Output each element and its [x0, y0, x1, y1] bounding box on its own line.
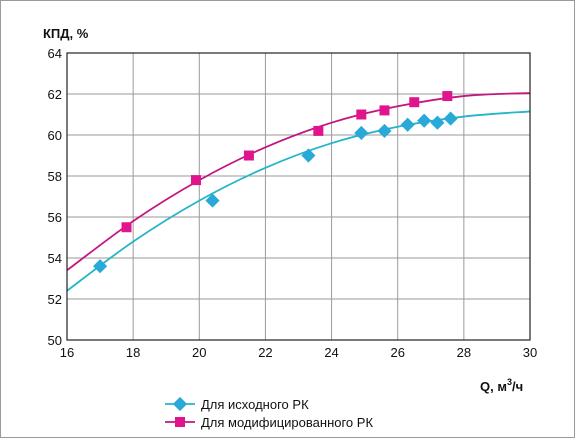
y-tick-label: 64 [48, 46, 62, 61]
square-point [356, 109, 367, 120]
legend-label-modified: Для модифицированного РК [201, 415, 373, 430]
x-tick-label: 24 [324, 345, 338, 360]
y-tick-label: 52 [48, 292, 62, 307]
diamond-point [443, 111, 458, 126]
y-tick-label: 62 [48, 87, 62, 102]
diamond-point [417, 113, 432, 128]
x-tick-label: 26 [390, 345, 404, 360]
square-point [313, 125, 324, 136]
x-tick-label: 28 [457, 345, 471, 360]
x-tick-label: 18 [126, 345, 140, 360]
y-tick-label: 56 [48, 210, 62, 225]
square-point [379, 105, 390, 116]
legend: Для исходного РК Для модифицированного Р… [165, 396, 373, 430]
diamond-point [354, 125, 369, 141]
legend-item-modified: Для модифицированного РК [165, 415, 373, 430]
fitted-curves [66, 92, 531, 292]
y-tick-label: 60 [48, 128, 62, 143]
legend-diamond-marker [172, 396, 188, 412]
square-point [190, 175, 201, 186]
series-curve-1 [66, 110, 531, 292]
legend-label-original: Для исходного РК [201, 397, 309, 412]
y-tick-label: 50 [48, 333, 62, 348]
series-curve-2 [66, 92, 531, 272]
x-tick-label: 22 [258, 345, 272, 360]
square-point [442, 91, 453, 102]
x-tick-labels: 16 18 20 22 24 26 28 30 [60, 345, 537, 360]
y-axis-title: КПД, % [43, 26, 89, 41]
diamond-point [430, 115, 445, 130]
square-point [409, 97, 420, 108]
legend-item-original: Для исходного РК [165, 396, 309, 412]
y-tick-labels: 50 52 54 56 58 60 62 64 [48, 46, 62, 348]
diamond-point [301, 148, 316, 163]
grid [66, 52, 531, 341]
x-tick-label: 16 [60, 345, 74, 360]
plot-area-border [66, 52, 531, 341]
x-tick-label: 20 [192, 345, 206, 360]
x-tick-label: 30 [523, 345, 537, 360]
square-point [121, 222, 132, 233]
diamond-point [205, 193, 220, 208]
x-axis-title: Q, м3/ч [480, 377, 523, 394]
data-markers [93, 91, 458, 274]
y-tick-label: 54 [48, 251, 62, 266]
legend-square-marker [175, 417, 185, 427]
diamond-point [377, 123, 392, 138]
diamond-point [93, 259, 108, 274]
diamond-point [400, 117, 415, 132]
square-point [243, 150, 254, 161]
y-tick-label: 58 [48, 169, 62, 184]
